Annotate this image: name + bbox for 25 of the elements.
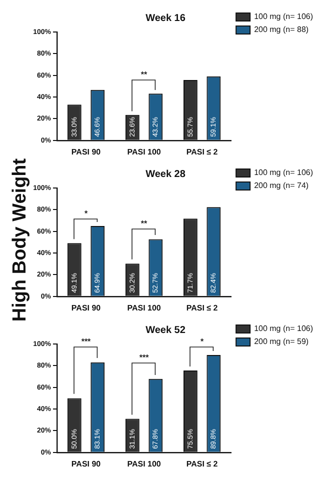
x-tick-label: PASI 90 xyxy=(71,147,102,156)
x-tick-label: PASI ≤ 2 xyxy=(186,147,218,156)
x-tick-label: PASI 90 xyxy=(71,459,102,468)
chart-title: Week 28 xyxy=(146,168,186,180)
y-axis-title: High Body Weight xyxy=(10,158,32,322)
annotation: *** xyxy=(80,337,92,346)
legend-label: 200 mg (n= 88) xyxy=(254,25,309,34)
annotation: ** xyxy=(140,219,148,228)
legend-label: 100 mg (n= 106) xyxy=(254,168,314,178)
legend-label: 200 mg (n= 74) xyxy=(254,181,309,190)
legend-label: 100 mg (n= 106) xyxy=(254,12,314,22)
x-tick-label: PASI ≤ 2 xyxy=(186,303,218,312)
x-tick-label: PASI 100 xyxy=(127,459,162,468)
x-tick-label: PASI 100 xyxy=(127,147,162,156)
annotation: *** xyxy=(138,352,150,362)
legend-label: 200 mg (n= 59) xyxy=(254,337,309,346)
chart-title: Week 52 xyxy=(146,324,186,336)
chart-title: Week 16 xyxy=(146,12,186,24)
x-tick-label: PASI 90 xyxy=(71,303,102,312)
annotation: ** xyxy=(140,70,148,79)
x-tick-label: PASI ≤ 2 xyxy=(186,459,218,468)
x-tick-label: PASI 100 xyxy=(127,303,162,312)
annotation: * xyxy=(199,337,205,346)
legend-label: 100 mg (n= 106) xyxy=(254,324,314,334)
annotation: * xyxy=(83,209,89,218)
